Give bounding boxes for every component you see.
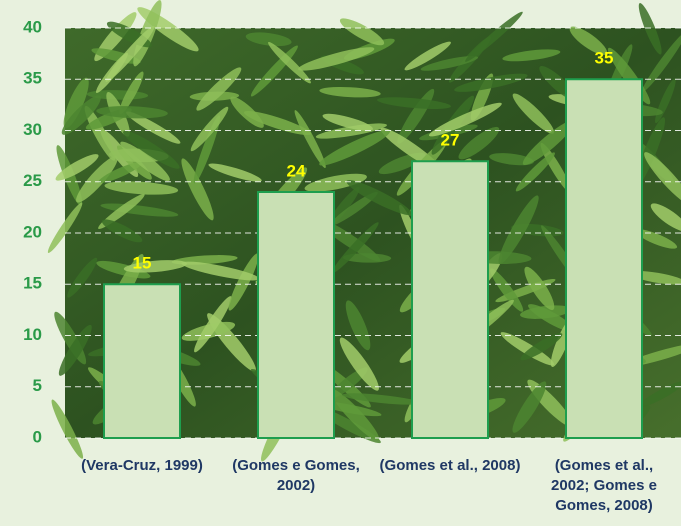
y-tick-label: 15 xyxy=(23,274,42,293)
bar xyxy=(258,192,334,438)
y-tick-label: 10 xyxy=(23,325,42,344)
y-tick-label: 0 xyxy=(33,427,42,446)
bar xyxy=(566,79,642,438)
y-tick-label: 5 xyxy=(33,376,42,395)
x-tick-label: (Gomes et al., 2002; Gomes e Gomes, 2008… xyxy=(544,456,664,516)
value-label: 27 xyxy=(441,131,460,150)
bar xyxy=(412,161,488,438)
value-label: 15 xyxy=(133,254,152,273)
chart-svg: 0 5 10 15 20 25 30 35 40 15 24 27 35 xyxy=(0,0,681,526)
chart: 0 5 10 15 20 25 30 35 40 15 24 27 35 (Vera-Cruz, 199… xyxy=(0,0,681,526)
bar xyxy=(104,284,180,438)
value-label: 35 xyxy=(595,49,614,68)
x-tick-label: (Vera-Cruz, 1999) xyxy=(62,456,222,476)
y-tick-label: 25 xyxy=(23,171,42,190)
y-tick-label: 30 xyxy=(23,120,42,139)
y-tick-label: 20 xyxy=(23,222,42,241)
x-tick-label: (Gomes et al., 2008) xyxy=(375,456,525,476)
x-tick-label: (Gomes e Gomes, 2002) xyxy=(221,456,371,496)
y-tick-label: 40 xyxy=(23,17,42,36)
y-tick-label: 35 xyxy=(23,69,42,88)
value-label: 24 xyxy=(287,161,306,180)
